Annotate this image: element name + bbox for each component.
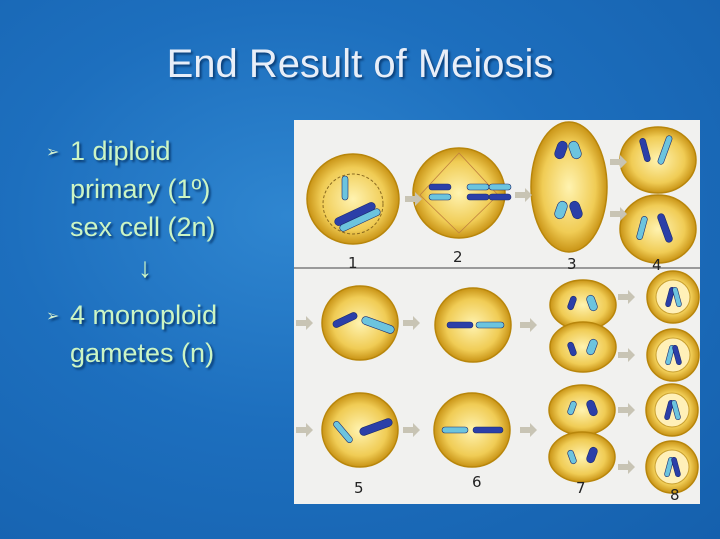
down-arrow: ↓ [138,252,152,283]
cell [306,153,400,245]
chromosome [567,341,577,357]
stage-label-4: 4 [652,256,662,274]
chromosome [586,399,598,417]
chromosome [488,183,512,191]
nucleus [655,337,691,373]
cell [321,285,399,361]
stage-label-2: 2 [453,248,463,266]
arrow-icon [296,316,313,330]
bullet-monoploid: ➢ 4 monoploid gametes (n) [46,296,217,372]
chromosome [567,400,577,416]
arrow-icon [618,403,635,417]
bullet-list: ➢ 1 diploid primary (1º) sex cell (2n) ↓… [46,132,217,372]
bullet-line: primary (1º) [70,174,211,204]
chromosome [441,426,469,434]
chromosome [586,338,598,356]
cell [619,194,697,264]
chromosome [339,208,381,232]
chromosome [333,421,353,443]
stage-label-3: 3 [567,255,577,273]
nucleus [654,392,690,428]
nucleus [655,279,691,315]
chromosome [586,446,598,464]
chromosome [671,399,681,421]
stage-label-5: 5 [354,479,364,497]
chromosome [361,316,395,334]
chromosome [639,138,651,162]
chromosome [332,312,358,328]
chromosome [446,321,474,329]
arrow-icon [618,290,635,304]
bullet-line: 4 monoploid [70,300,218,330]
chromosome [466,193,490,201]
stage-label-1: 1 [348,254,358,272]
chromosome [567,295,577,311]
nucleus [654,449,690,485]
chromosome [554,200,568,220]
arrow-icon [618,460,635,474]
arrow-icon [403,316,420,330]
chromosome [671,456,681,478]
chromosome [359,418,393,436]
chromosome [475,321,505,329]
arrow-icon [610,207,627,221]
nuclear-envelope [322,173,384,235]
stage-label-6: 6 [472,473,482,491]
chromosome [657,135,673,165]
chromosome [466,183,490,191]
bullet-line: 1 diploid [70,136,171,166]
chromosome [586,294,598,312]
cell [548,431,616,483]
stage-label-7: 7 [576,479,586,497]
arrow-icon [515,188,532,202]
chromosome [341,175,349,201]
spindle [419,152,499,234]
chromosome [672,344,682,366]
arrow-icon [610,155,627,169]
chromosome [428,183,452,191]
chromosome [488,193,512,201]
arrow-icon [405,192,422,206]
cell [548,384,616,436]
chromosome [568,140,582,160]
chromosome [569,200,583,220]
cell [549,321,617,373]
chromosome [664,456,674,478]
chromosome [665,286,675,308]
chromosome [636,216,648,240]
arrowhead-bullet-icon: ➢ [46,144,60,161]
cell [530,121,608,253]
arrow-icon [403,423,420,437]
chromosome [672,286,682,308]
chromosome [665,344,675,366]
chromosome [554,140,568,160]
arrow-icon [520,423,537,437]
chromosome [664,399,674,421]
arrow-icon [296,423,313,437]
cell [412,147,506,239]
arrowhead-bullet-icon: ➢ [46,308,60,325]
bullet-line: sex cell (2n) [70,212,216,242]
chromosome [428,193,452,201]
chromosome [567,449,577,465]
cell [433,392,511,468]
chromosome [472,426,504,434]
slide-title: End Result of Meiosis [166,42,554,86]
arrow-icon [520,318,537,332]
bullet-line: gametes (n) [70,338,215,368]
chromosome [657,213,673,243]
arrow-icon [618,348,635,362]
bullet-diploid: ➢ 1 diploid primary (1º) sex cell (2n) [46,132,217,246]
stage-label-8: 8 [670,486,680,504]
